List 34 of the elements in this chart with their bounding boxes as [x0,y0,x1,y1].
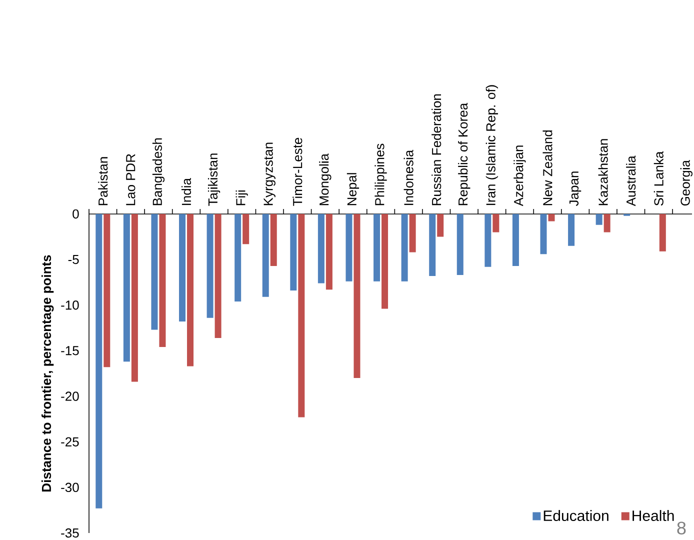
x-tick-label: Fiji [236,190,248,206]
x-tick-label: Indonesia [404,150,414,205]
x-tick-label: Azerbaijan [514,146,526,206]
x-tick-label: Republic of Korea [458,102,470,206]
y-tick-label: -35 [61,528,79,538]
y-tick-label: -25 [61,437,79,446]
x-tick-label: Iran (Islamic Rep. of) [486,85,498,205]
legend-label: Education [544,510,608,522]
y-tick-label: -15 [61,346,79,356]
x-tick-label: Georgia [680,160,692,206]
y-tick-label: -5 [68,255,79,264]
x-tick-label: Timor-Leste [292,138,302,206]
x-tick-label: Philippines [374,144,387,206]
x-tick-label: Pakistan [98,157,108,206]
x-tick-label: Lao PDR [126,154,136,206]
annotation: 8 [677,522,686,534]
x-tick-label: Bangladesh [152,138,165,206]
y-tick-label: -30 [61,482,79,492]
x-tick-label: Kyrgyzstan [264,142,276,206]
x-tick-label: Sri Lanka [654,151,664,206]
x-tick-label: Kazakhstan [598,139,608,206]
x-tick-label: Russian Federation [432,94,442,206]
y-axis-title: Distance to frontier, percentage points [42,255,54,492]
x-tick-label: Nepal [346,173,360,206]
x-tick-label: India [181,178,192,205]
y-tick-label: -20 [61,392,79,401]
x-tick-label: New Zealand [542,130,552,206]
x-tick-label: Japan [569,172,582,206]
x-tick-label: Mongolia [319,153,332,206]
y-tick-label: 0 [72,209,79,219]
legend-label: Health [632,510,674,522]
x-tick-label: Australia [626,156,636,206]
y-tick-label: -10 [61,300,79,310]
x-tick-label: Tajikistan [208,154,220,206]
